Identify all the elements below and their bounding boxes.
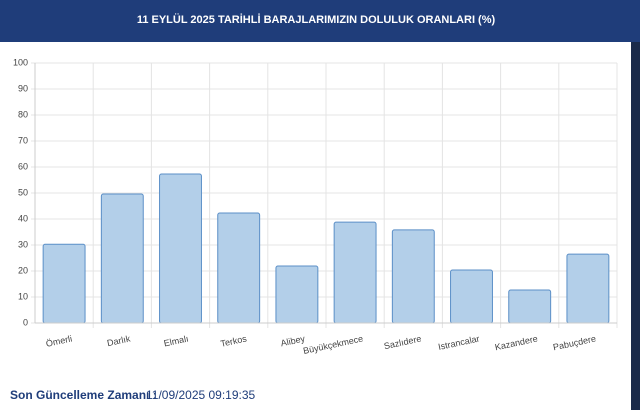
bar — [391, 229, 435, 324]
x-tick-label: Terkos — [220, 333, 248, 348]
y-tick-label: 30 — [18, 239, 28, 249]
bar — [450, 269, 493, 324]
y-tick-label: 100 — [13, 57, 28, 67]
footer-label: Son Güncelleme Zamanı : — [10, 388, 157, 402]
x-tick-label: Ömerli — [45, 333, 73, 348]
x-tick-label: Istrancalar — [437, 333, 480, 352]
x-tick-label: Pabuçdere — [552, 333, 597, 352]
y-tick-label: 50 — [18, 187, 28, 197]
y-tick-label: 80 — [18, 109, 28, 119]
chart-title: 11 EYLÜL 2025 TARİHLİ BARAJLARIMIZIN DOL… — [137, 13, 496, 26]
y-tick-label: 60 — [18, 161, 28, 171]
side-edge — [631, 42, 640, 410]
y-tick-label: 70 — [18, 135, 28, 145]
bar — [275, 265, 319, 324]
x-tick-label: Darlık — [106, 333, 132, 348]
y-tick-label: 20 — [18, 265, 28, 275]
x-tick-label: Sazlıdere — [383, 333, 422, 351]
x-tick-label: Büyükçekmece — [302, 333, 364, 355]
y-tick-label: 0 — [23, 317, 28, 327]
bar — [217, 212, 261, 324]
y-tick-label: 10 — [18, 291, 28, 301]
bar — [42, 243, 86, 324]
y-tick-label: 40 — [18, 213, 28, 223]
bar — [333, 221, 377, 324]
x-tick-label: Kazandere — [494, 333, 539, 352]
bar — [508, 289, 552, 324]
bar — [100, 193, 144, 324]
y-tick-label: 90 — [18, 83, 28, 93]
x-tick-label: Elmalı — [163, 333, 190, 348]
footer-value: 11/09/2025 09:19:35 — [146, 388, 256, 402]
bar — [159, 173, 202, 324]
bar — [566, 253, 610, 324]
header-bar — [0, 0, 640, 42]
